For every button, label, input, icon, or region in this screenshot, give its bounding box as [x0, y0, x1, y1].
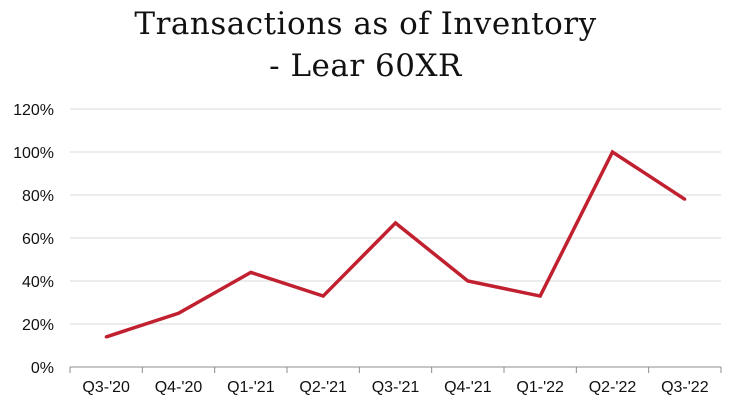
x-tick-label: Q1-'22: [516, 379, 564, 396]
data-point: [104, 335, 108, 339]
x-tick-label: Q4-'20: [155, 379, 203, 396]
data-point: [249, 270, 253, 274]
data-point: [683, 197, 687, 201]
x-tick-label: Q3-'22: [661, 379, 709, 396]
x-tick-label: Q1-'21: [227, 379, 275, 396]
x-tick-label: Q3-'20: [82, 379, 130, 396]
data-point: [394, 221, 397, 225]
y-tick-label: 120%: [13, 102, 54, 119]
chart-title-line-2: - Lear 60XR: [269, 48, 462, 84]
y-tick-label: 60%: [22, 231, 54, 248]
x-tick-label: Q2-'22: [589, 379, 637, 396]
y-tick-label: 40%: [22, 274, 54, 291]
y-tick-label: 100%: [13, 145, 54, 162]
data-point: [611, 150, 614, 154]
series-line-0: [105, 149, 686, 339]
y-tick-label: 80%: [22, 188, 54, 205]
data-point: [321, 294, 325, 298]
x-tick-label: Q4-'21: [444, 379, 492, 396]
y-tick-label: 0%: [31, 360, 54, 377]
x-tick-label: Q3-'21: [372, 379, 420, 396]
data-point: [466, 279, 470, 283]
chart-title-line-1: Transactions as of Inventory: [134, 6, 597, 42]
data-point: [538, 294, 542, 298]
data-point: [177, 311, 180, 315]
y-tick-label: 20%: [22, 317, 54, 334]
x-tick-label: Q2-'21: [299, 379, 347, 396]
